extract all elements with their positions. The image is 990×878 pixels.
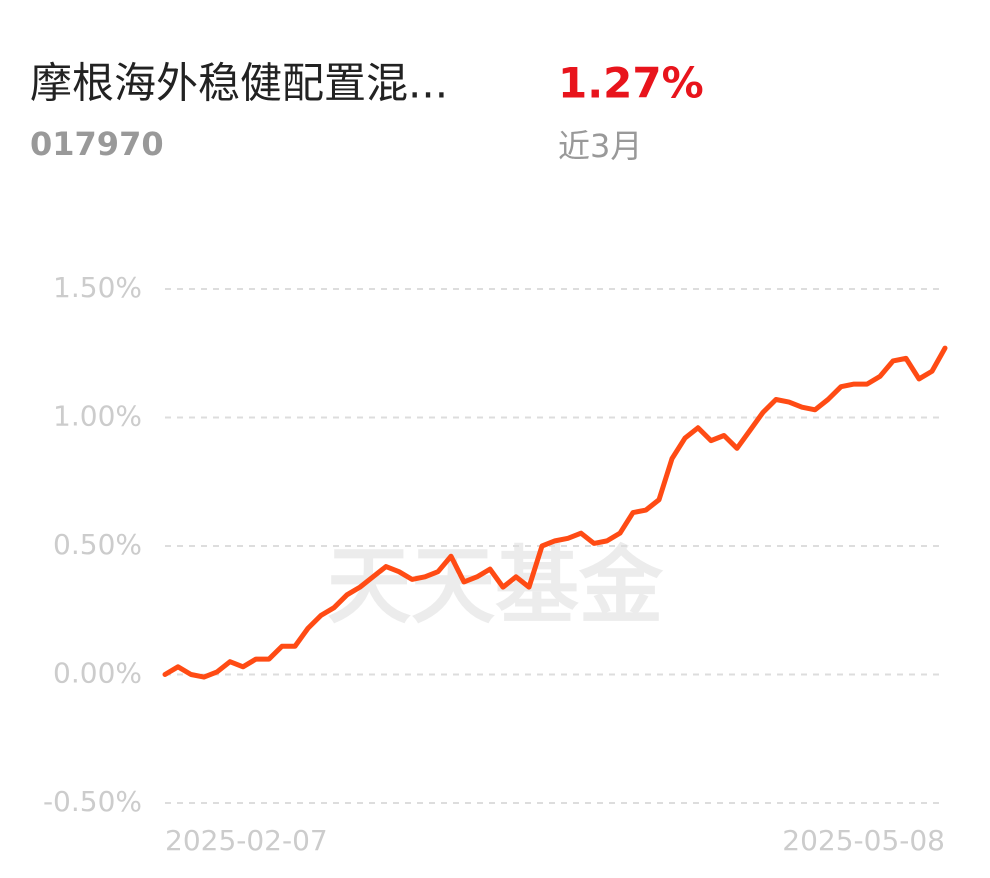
- fund-code: 017970: [30, 125, 164, 163]
- period: 近3月: [558, 127, 642, 165]
- price-line: [162, 345, 948, 680]
- y-tick-label: 1.00%: [53, 400, 142, 433]
- watermark: 天天基金: [327, 537, 664, 635]
- fund-return: 1.27%: [558, 59, 704, 108]
- x-tick-label: 2025-02-07: [165, 824, 328, 857]
- fund-name: 摩根海外稳健配置混...: [30, 59, 448, 108]
- y-tick-label: -0.50%: [43, 785, 142, 818]
- y-tick-label: 0.00%: [53, 657, 142, 690]
- y-tick-label: 0.50%: [53, 528, 142, 561]
- x-tick-label: 2025-05-08: [782, 824, 945, 857]
- y-tick-label: 1.50%: [53, 271, 142, 304]
